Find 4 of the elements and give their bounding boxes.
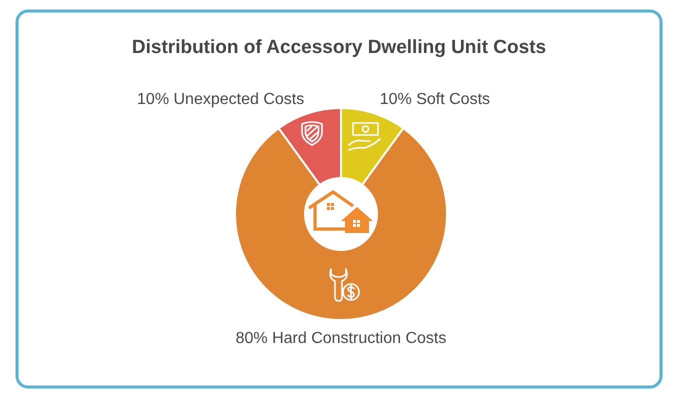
slice-label: 10% Soft Costs bbox=[380, 91, 490, 108]
chart-title: Distribution of Accessory Dwelling Unit Costs bbox=[132, 37, 546, 58]
slice-label: 80% Hard Construction Costs bbox=[236, 330, 446, 347]
slice-label: 10% Unexpected Costs bbox=[137, 91, 304, 108]
